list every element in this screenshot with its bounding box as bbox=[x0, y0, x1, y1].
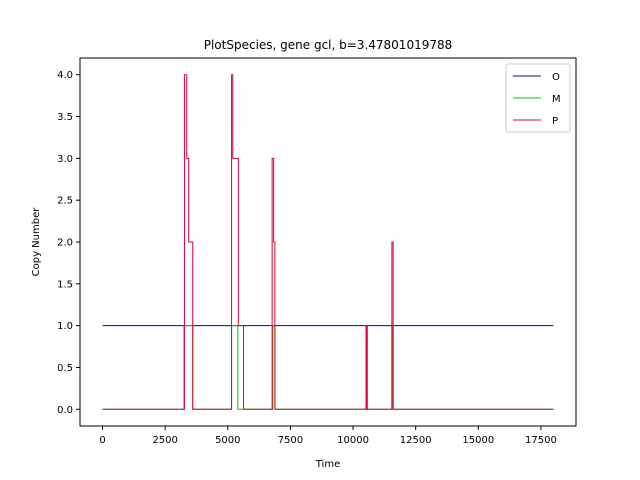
legend-label-O: O bbox=[552, 72, 560, 83]
x-tick-label: 12500 bbox=[400, 435, 432, 446]
x-tick-label: 17500 bbox=[525, 435, 557, 446]
x-tick-label: 7500 bbox=[278, 435, 303, 446]
legend-label-M: M bbox=[552, 94, 561, 105]
x-tick-label: 2500 bbox=[152, 435, 177, 446]
series-line-P bbox=[102, 74, 554, 410]
x-tick-label: 15000 bbox=[462, 435, 494, 446]
y-tick-label: 3.0 bbox=[57, 154, 73, 165]
x-tick-label: 10000 bbox=[337, 435, 369, 446]
x-axis-label: Time bbox=[315, 459, 340, 470]
y-tick-label: 1.5 bbox=[57, 279, 73, 290]
x-tick-label: 5000 bbox=[215, 435, 240, 446]
y-axis-ticks: 0.0 0.5 1.0 1.5 2.0 2.5 3.0 3.5 4.0 bbox=[57, 70, 80, 416]
y-tick-label: 2.0 bbox=[57, 238, 73, 249]
legend: OMP bbox=[505, 63, 571, 133]
y-tick-label: 4.0 bbox=[57, 70, 73, 81]
x-axis-ticks: 0 2500 5000 7500 10000 12500 15000 17500 bbox=[99, 426, 557, 446]
y-axis-label: Copy Number bbox=[31, 207, 42, 277]
y-tick-label: 0.0 bbox=[57, 405, 73, 416]
y-tick-label: 0.5 bbox=[57, 363, 73, 374]
y-tick-label: 1.0 bbox=[57, 321, 73, 332]
y-tick-label: 2.5 bbox=[57, 196, 73, 207]
chart-title: PlotSpecies, gene gcl, b=3.47801019788 bbox=[204, 38, 453, 52]
legend-label-P: P bbox=[552, 116, 558, 127]
y-tick-label: 3.5 bbox=[57, 112, 73, 123]
x-tick-label: 0 bbox=[99, 435, 105, 446]
